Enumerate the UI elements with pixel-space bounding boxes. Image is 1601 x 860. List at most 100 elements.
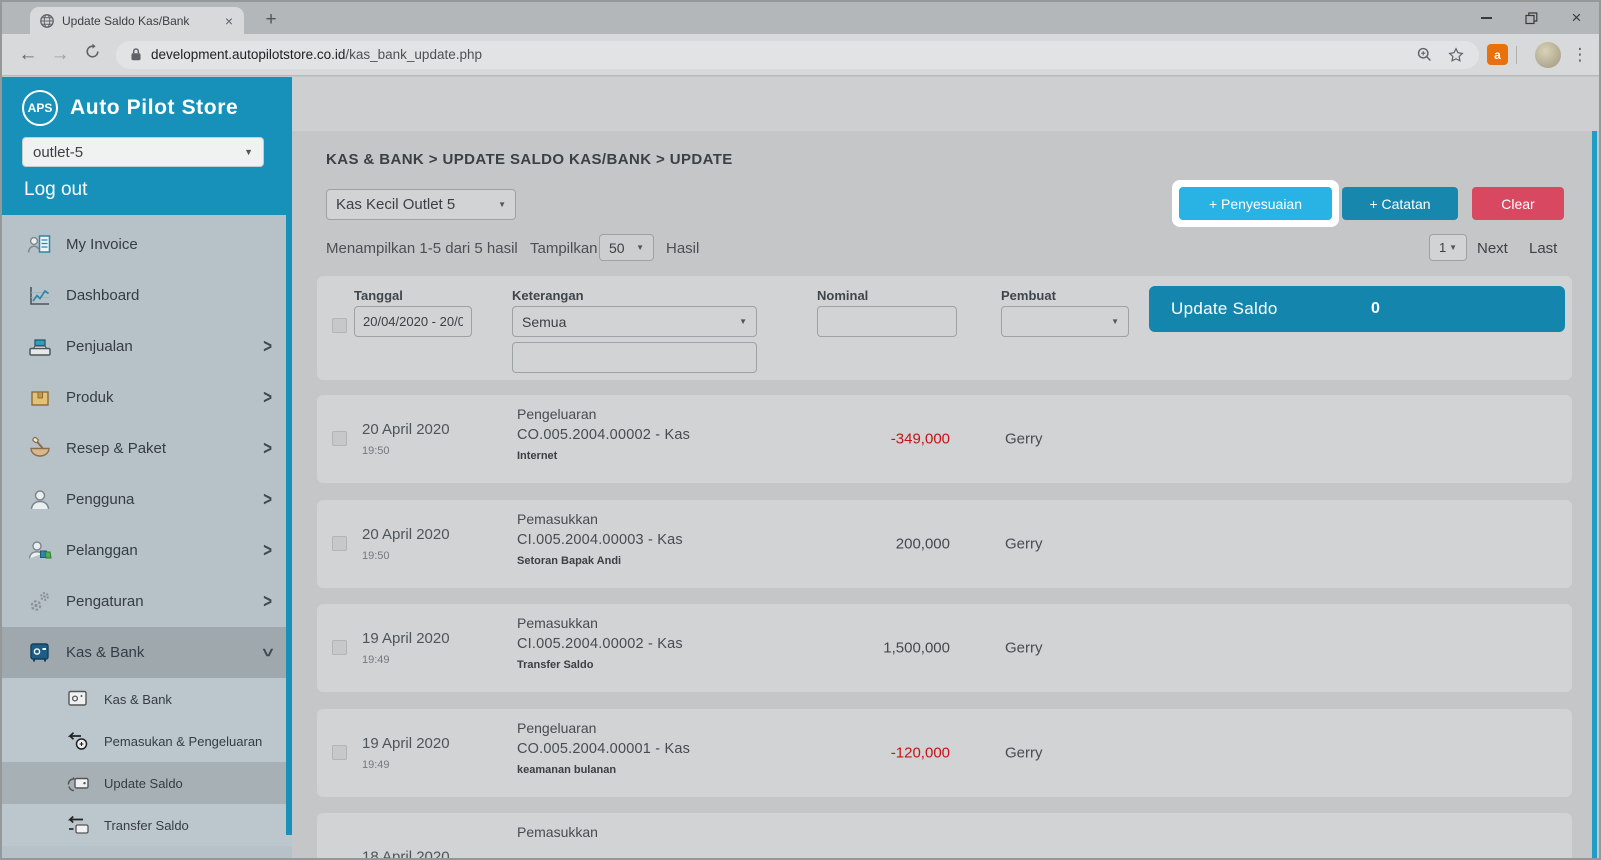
chevron-right-icon: > xyxy=(263,539,272,561)
sidebar-item-label: Resep & Paket xyxy=(66,440,263,457)
aps-logo: APS xyxy=(22,90,58,126)
transfer-arrows-icon xyxy=(66,813,92,837)
restore-button[interactable] xyxy=(1509,2,1554,34)
logout-link[interactable]: Log out xyxy=(24,179,87,201)
customer-icon xyxy=(26,537,56,565)
minimize-button[interactable] xyxy=(1464,2,1509,34)
forward-icon[interactable]: → xyxy=(44,44,76,66)
chevron-right-icon: > xyxy=(263,335,272,357)
keterangan-select[interactable]: Semua ▼ xyxy=(512,306,757,337)
chevron-down-icon: ▼ xyxy=(1449,243,1457,252)
penyesuaian-button[interactable]: + Penyesuaian xyxy=(1179,187,1332,220)
outlet-select[interactable]: outlet-5 ▼ xyxy=(22,137,264,167)
sidebar-subitem-label: Kas & Bank xyxy=(104,692,172,707)
sidebar-item-kas-bank[interactable]: Kas & Bank > xyxy=(2,627,292,678)
page-size-select[interactable]: 50 ▼ xyxy=(599,234,654,261)
bookmark-star-icon[interactable] xyxy=(1447,46,1465,64)
row-amount: 200,000 xyxy=(737,536,950,553)
extension-icon[interactable]: a xyxy=(1487,44,1508,65)
pembuat-select[interactable]: ▼ xyxy=(1001,306,1129,337)
table-row[interactable]: 20 April 2020 19:50 Pemasukkan CI.005.20… xyxy=(317,500,1572,588)
sidebar-item-pengguna[interactable]: Pengguna > xyxy=(2,474,292,525)
sidebar-subitem-kas-bank[interactable]: Kas & Bank xyxy=(2,678,292,720)
chevron-right-icon: > xyxy=(263,386,272,408)
breadcrumb: KAS & BANK > UPDATE SALDO KAS/BANK > UPD… xyxy=(326,151,733,168)
update-saldo-button[interactable]: Update Saldo 0 xyxy=(1149,286,1565,332)
row-author: Gerry xyxy=(1005,536,1043,553)
row-time: 19:50 xyxy=(362,550,450,562)
tab-title: Update Saldo Kas/Bank xyxy=(62,14,223,28)
row-code: CO.005.2004.00002 - Kas xyxy=(517,427,690,443)
browser-tab[interactable]: Update Saldo Kas/Bank × xyxy=(30,7,244,34)
sidebar-item-pengaturan[interactable]: Pengaturan > xyxy=(2,576,292,627)
table-row[interactable]: 18 April 2020 Pemasukkan xyxy=(317,813,1572,858)
last-page-link[interactable]: Last xyxy=(1529,240,1557,257)
tanggal-input[interactable] xyxy=(354,306,472,337)
sidebar-item-penjualan[interactable]: Penjualan > xyxy=(2,321,292,372)
select-all-checkbox[interactable] xyxy=(332,318,347,333)
sidebar-item-dashboard[interactable]: Dashboard xyxy=(2,270,292,321)
row-author: Gerry xyxy=(1005,745,1043,762)
pembuat-label: Pembuat xyxy=(1001,288,1056,303)
keterangan-label: Keterangan xyxy=(512,288,584,303)
account-select[interactable]: Kas Kecil Outlet 5 ▼ xyxy=(326,189,516,220)
url-text: development.autopilotstore.co.id/kas_ban… xyxy=(151,47,482,62)
sidebar-item-pelanggan[interactable]: Pelanggan > xyxy=(2,525,292,576)
row-type: Pemasukkan xyxy=(517,824,598,840)
catatan-button[interactable]: + Catatan xyxy=(1342,187,1458,220)
table-row[interactable]: 20 April 2020 19:50 Pengeluaran CO.005.2… xyxy=(317,395,1572,483)
content-scrollbar[interactable] xyxy=(1592,131,1597,858)
row-checkbox[interactable] xyxy=(332,745,347,760)
next-page-link[interactable]: Next xyxy=(1477,240,1508,257)
update-saldo-count: 0 xyxy=(1371,300,1380,318)
chevron-down-icon: ▼ xyxy=(1111,317,1119,326)
tampilkan-label: Tampilkan xyxy=(530,240,598,257)
row-checkbox[interactable] xyxy=(332,536,347,551)
browser-menu-icon[interactable]: ⋮ xyxy=(1571,45,1589,65)
new-tab-button[interactable]: + xyxy=(258,8,284,32)
tanggal-label: Tanggal xyxy=(354,288,403,303)
reload-icon[interactable] xyxy=(76,43,108,66)
keterangan-search-input[interactable] xyxy=(512,342,757,373)
profile-avatar[interactable] xyxy=(1535,42,1561,68)
close-window-button[interactable]: × xyxy=(1554,2,1599,34)
back-icon[interactable]: ← xyxy=(12,44,44,66)
sidebar-item-produk[interactable]: Produk > xyxy=(2,372,292,423)
row-type: Pengeluaran xyxy=(517,406,690,422)
page-number-select[interactable]: 1 ▼ xyxy=(1429,234,1467,261)
row-type: Pengeluaran xyxy=(517,720,690,736)
sidebar-item-resep-paket[interactable]: Resep & Paket > xyxy=(2,423,292,474)
sidebar-subitem-pemasukan-pengeluaran[interactable]: Pemasukan & Pengeluaran xyxy=(2,720,292,762)
wallet-refresh-icon xyxy=(66,771,92,795)
chevron-right-icon: > xyxy=(263,590,272,612)
nominal-label: Nominal xyxy=(817,288,868,303)
sidebar-subitem-transfer-saldo[interactable]: Transfer Saldo xyxy=(2,804,292,846)
row-checkbox[interactable] xyxy=(332,431,347,446)
row-date: 19 April 2020 xyxy=(362,735,450,752)
row-author: Gerry xyxy=(1005,640,1043,657)
tab-close-icon[interactable]: × xyxy=(223,13,235,29)
row-note: Setoran Bapak Andi xyxy=(517,555,683,567)
minimize-icon xyxy=(1481,17,1492,19)
account-select-value: Kas Kecil Outlet 5 xyxy=(336,196,455,213)
browser-window: Update Saldo Kas/Bank × + × ← → xyxy=(0,0,1601,860)
nominal-input[interactable] xyxy=(817,306,957,337)
row-code: CO.005.2004.00001 - Kas xyxy=(517,741,690,757)
row-checkbox[interactable] xyxy=(332,640,347,655)
table-row[interactable]: 19 April 2020 19:49 Pengeluaran CO.005.2… xyxy=(317,709,1572,797)
results-summary: Menampilkan 1-5 dari 5 hasil xyxy=(326,240,518,257)
sidebar: APS Auto Pilot Store outlet-5 ▼ Log out xyxy=(2,77,292,858)
sidebar-item-label: Produk xyxy=(66,389,263,406)
table-row[interactable]: 19 April 2020 19:49 Pemasukkan CI.005.20… xyxy=(317,604,1572,692)
row-time: 19:50 xyxy=(362,445,450,457)
sidebar-item-my-invoice[interactable]: My Invoice xyxy=(2,219,292,270)
sidebar-item-label: Pengaturan xyxy=(66,593,263,610)
sidebar-subitem-label: Pemasukan & Pengeluaran xyxy=(104,734,262,749)
safe-outline-icon xyxy=(66,687,92,711)
url-bar[interactable]: development.autopilotstore.co.id/kas_ban… xyxy=(116,41,1479,69)
sidebar-item-label: My Invoice xyxy=(66,236,272,253)
clear-button[interactable]: Clear xyxy=(1472,187,1564,220)
safe-icon xyxy=(26,639,56,667)
zoom-page-icon[interactable] xyxy=(1416,46,1433,63)
sidebar-subitem-update-saldo[interactable]: Update Saldo xyxy=(2,762,292,804)
